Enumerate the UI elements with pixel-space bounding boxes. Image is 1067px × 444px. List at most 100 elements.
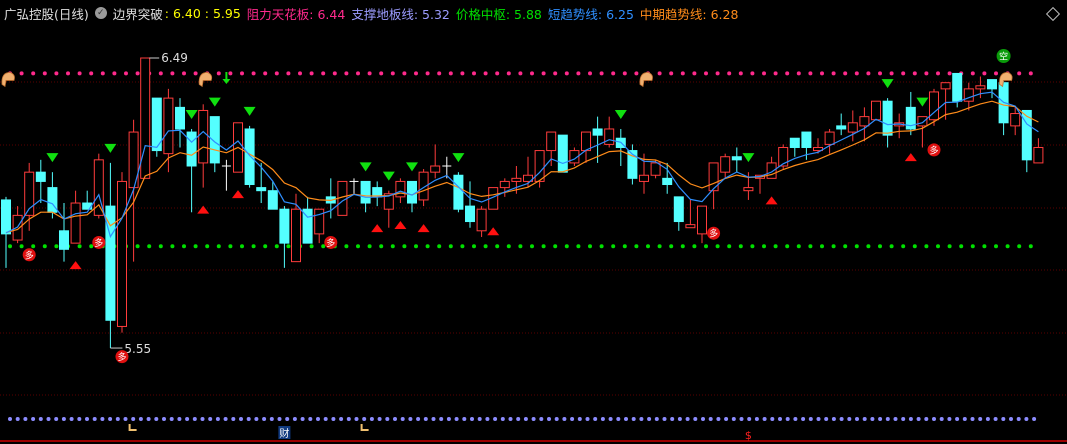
sell-triangle-icon xyxy=(46,153,59,163)
support-dot xyxy=(647,417,652,422)
center-dot xyxy=(8,244,12,249)
resistance-dot xyxy=(854,71,859,76)
center-dot xyxy=(680,244,685,249)
support-dot xyxy=(254,417,259,422)
candle-body xyxy=(267,190,278,210)
support-dot xyxy=(662,417,667,422)
sell-triangle-icon xyxy=(614,109,627,119)
candle-body xyxy=(70,202,81,244)
pointing-hand-icon xyxy=(1,72,15,88)
center-dot xyxy=(564,244,569,249)
candle-body xyxy=(24,171,35,216)
resistance-dot xyxy=(379,71,384,76)
resistance-dot xyxy=(680,71,685,76)
duo-badge-text: 多 xyxy=(326,237,335,249)
center-dot xyxy=(182,244,186,249)
duo-badge-text: 多 xyxy=(117,351,126,363)
candle-body xyxy=(987,79,997,90)
support-dot xyxy=(385,417,390,422)
sell-triangle-icon xyxy=(881,79,894,89)
candle-body xyxy=(847,122,858,133)
candle-body xyxy=(186,131,197,167)
support-dot xyxy=(793,417,798,422)
candle-body xyxy=(917,116,928,127)
resistance-dot xyxy=(228,71,233,76)
candle-body xyxy=(105,205,116,321)
support-dot xyxy=(508,417,513,422)
circle-chevron-icon[interactable]: ✓ xyxy=(94,7,107,19)
support-dot xyxy=(1009,417,1013,422)
center-dot xyxy=(472,244,476,249)
center-dot xyxy=(982,244,987,249)
center-dot xyxy=(216,244,221,249)
resistance-dot xyxy=(669,71,674,76)
buy-triangle-icon xyxy=(394,221,407,230)
resistance-dot xyxy=(1017,71,1022,76)
resistance-dot xyxy=(425,71,430,76)
resistance-dot xyxy=(251,71,256,76)
resistance-dot xyxy=(657,71,662,76)
dollar-mark-icon: $ xyxy=(745,429,752,442)
sell-triangle-icon xyxy=(104,143,117,153)
mid-trend-legend: 中期趋势线: 6.28 xyxy=(640,4,739,23)
center-dot xyxy=(42,244,47,249)
support-dot xyxy=(947,417,952,422)
support-dot xyxy=(885,417,890,422)
support-dot xyxy=(993,417,998,422)
support-dot xyxy=(185,417,190,422)
support-dot xyxy=(470,417,474,422)
resistance-dot xyxy=(31,71,36,76)
candle-body xyxy=(291,208,301,263)
candle-body xyxy=(882,100,893,136)
indicator-name[interactable]: 边界突破 xyxy=(112,6,163,22)
center-dot xyxy=(89,244,94,249)
support-dot xyxy=(962,417,967,422)
candle-body xyxy=(650,162,661,176)
corner-mark-icon xyxy=(128,424,137,431)
center-dot xyxy=(831,244,836,249)
support-dot xyxy=(693,417,698,422)
center-label: 价格中枢: xyxy=(455,6,515,22)
candle-body xyxy=(929,91,939,121)
support-dot xyxy=(277,417,282,422)
support-dot xyxy=(516,417,521,422)
center-dot xyxy=(19,244,24,249)
support-dot xyxy=(816,417,821,422)
resistance-dot xyxy=(692,71,697,76)
center-dot xyxy=(495,244,500,249)
kong-badge-icon xyxy=(996,49,1011,63)
sell-triangle-icon xyxy=(359,162,372,172)
support-dot xyxy=(246,417,251,422)
buy-triangle-icon xyxy=(197,205,210,214)
center-dot xyxy=(912,244,917,249)
resistance-dot xyxy=(390,71,395,76)
resistance-dot xyxy=(878,71,882,76)
support-dot xyxy=(416,417,421,422)
cai-badge-text: 财 xyxy=(279,427,289,440)
support-dot xyxy=(85,417,89,422)
center-dot xyxy=(738,244,743,249)
center-dot xyxy=(762,244,766,249)
duo-badge-icon xyxy=(927,143,941,157)
resistance-dot xyxy=(89,71,94,76)
candle-body xyxy=(639,174,649,182)
support-dot xyxy=(1024,417,1029,422)
support-dot xyxy=(908,417,913,422)
support-dot xyxy=(593,417,598,422)
support-dot xyxy=(285,417,290,422)
support-dot xyxy=(770,417,775,422)
center-dot xyxy=(344,244,349,249)
support-dot xyxy=(978,417,983,422)
center-dot xyxy=(158,244,163,249)
resistance-dot xyxy=(773,71,778,76)
support-dot xyxy=(369,417,374,422)
support-dot xyxy=(600,417,605,422)
pointing-hand-icon xyxy=(999,72,1013,88)
resistance-dot xyxy=(182,71,186,76)
center-dot xyxy=(553,244,558,249)
resistance-dot xyxy=(112,71,117,76)
buy-triangle-icon xyxy=(904,153,917,162)
resistance-dot xyxy=(634,71,639,76)
candle-body xyxy=(198,109,209,164)
